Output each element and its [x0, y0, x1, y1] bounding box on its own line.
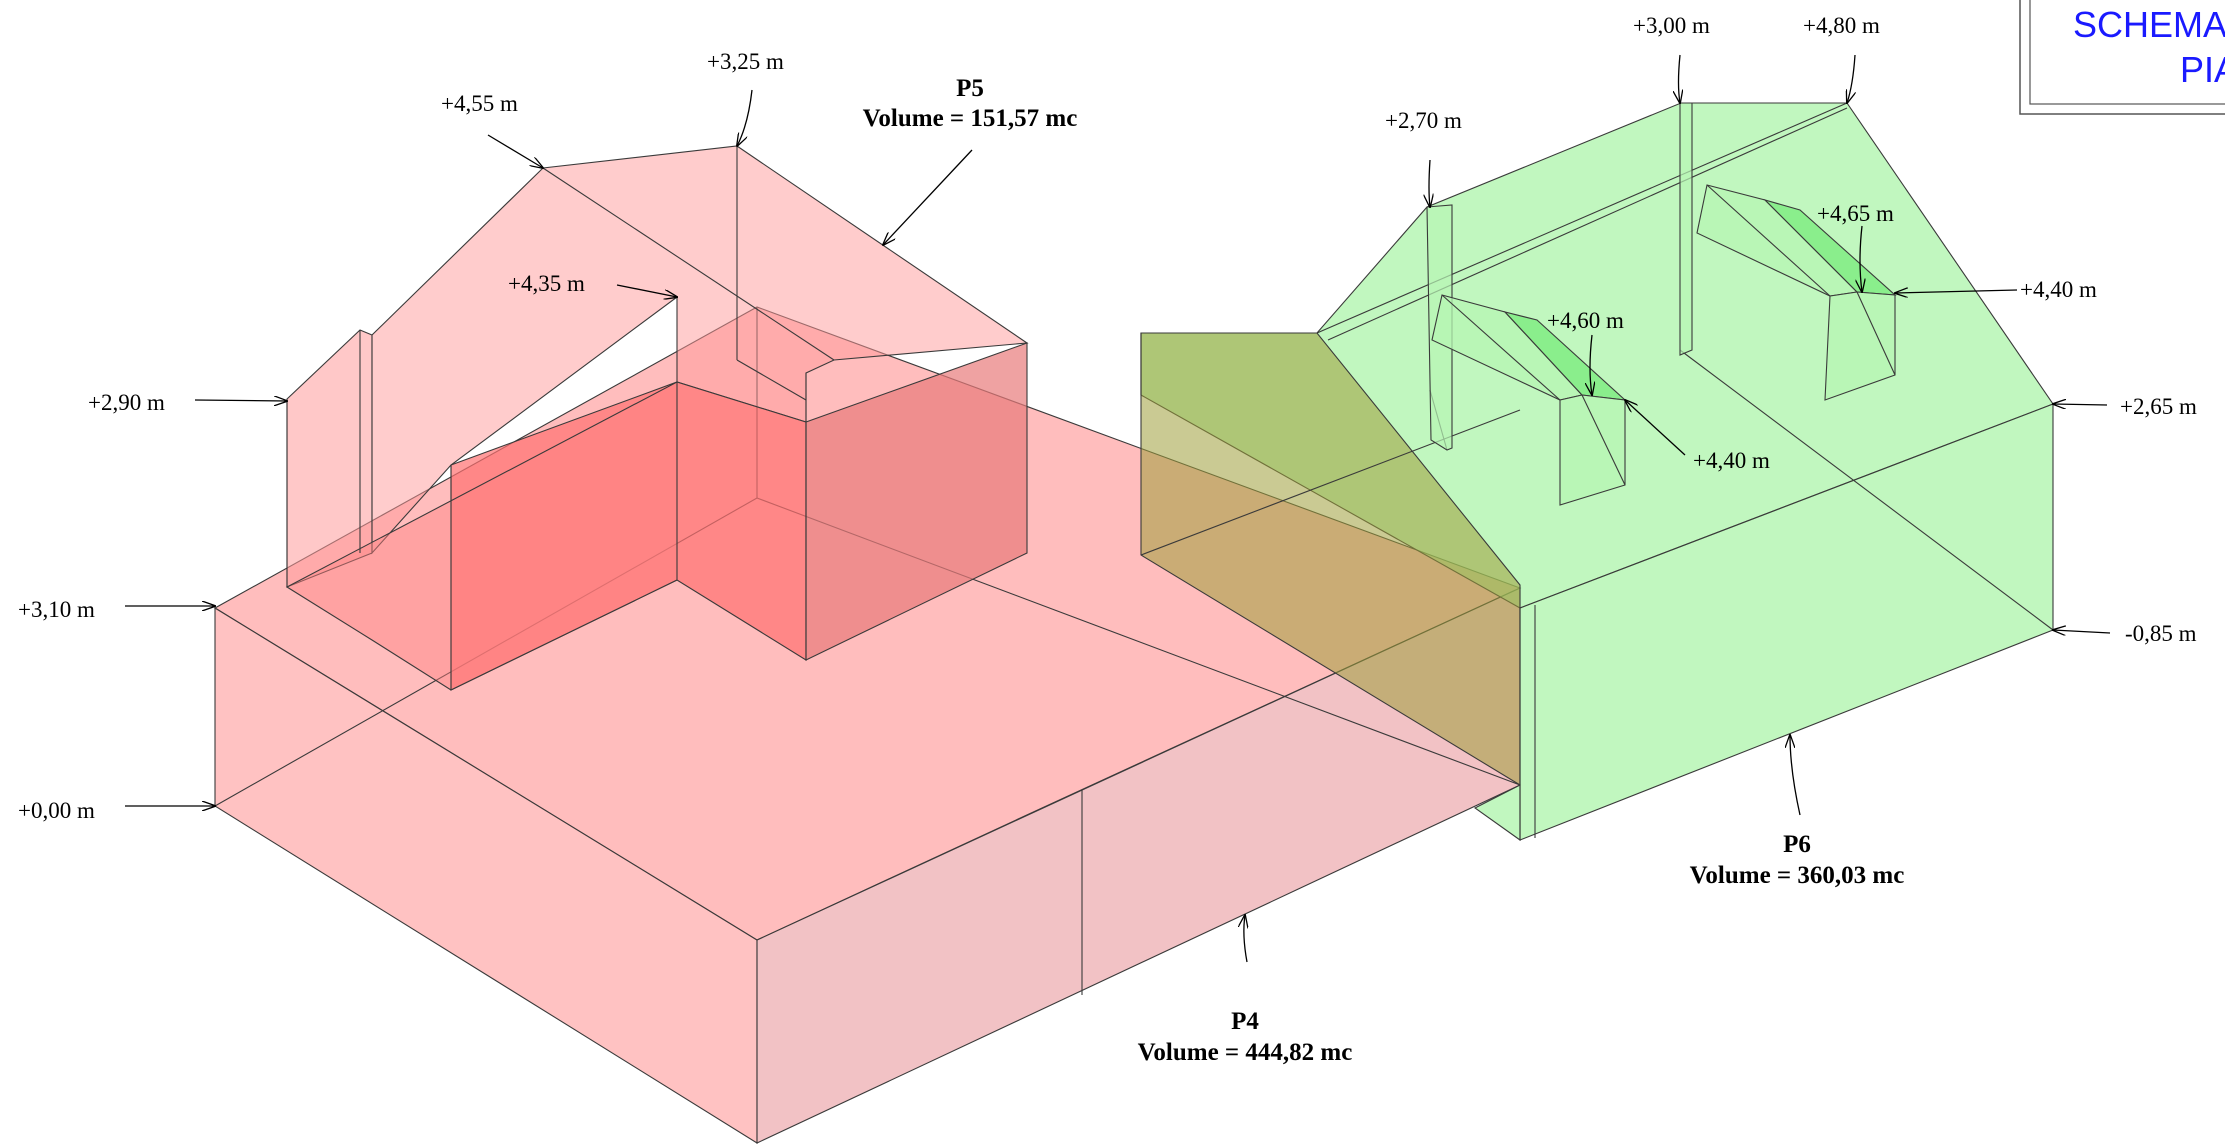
p6-name: P6 — [1783, 831, 1811, 858]
height-label-480: +4,80 m — [1803, 13, 1880, 38]
height-label-325: +3,25 m — [707, 49, 784, 74]
p4-volume: Volume = 444,82 mc — [1138, 1039, 1353, 1066]
p6-dormer-2 — [1696, 184, 1897, 401]
height-labels: +3,25 m +4,55 m +4,35 m +2,90 m +3,10 m … — [18, 13, 2197, 823]
height-label-440-mid: +4,40 m — [1693, 448, 1770, 473]
p5-volume: Volume = 151,57 mc — [863, 105, 1078, 132]
title-line-1: SCHEMA — [2073, 4, 2225, 45]
volume-p6 — [1140, 102, 2054, 842]
height-label-465: +4,65 m — [1817, 201, 1894, 226]
height-label-440-right: +4,40 m — [2020, 277, 2097, 302]
p4-name: P4 — [1231, 1008, 1259, 1035]
leader-lines — [125, 54, 2111, 963]
title-block: SCHEMA PIA — [2019, 0, 2225, 115]
height-label-270: +2,70 m — [1385, 108, 1462, 133]
volume-p5 — [285, 145, 1029, 691]
p5-inner-left — [285, 381, 678, 691]
p6-dormer-1 — [1431, 294, 1627, 506]
title-line-2: PIA — [2180, 49, 2225, 90]
height-label-265: +2,65 m — [2120, 394, 2197, 419]
height-label-085: -0,85 m — [2125, 621, 2197, 646]
height-label-310: +3,10 m — [18, 597, 95, 622]
height-label-455: +4,55 m — [441, 91, 518, 116]
height-label-460: +4,60 m — [1547, 308, 1624, 333]
volume-labels: P5 Volume = 151,57 mc P4 Volume = 444,82… — [863, 75, 1905, 1066]
height-label-000: +0,00 m — [18, 798, 95, 823]
p5-name: P5 — [956, 75, 984, 102]
p6-volume: Volume = 360,03 mc — [1690, 862, 1905, 889]
height-label-300: +3,00 m — [1633, 13, 1710, 38]
height-label-435: +4,35 m — [508, 271, 585, 296]
height-label-290: +2,90 m — [88, 390, 165, 415]
